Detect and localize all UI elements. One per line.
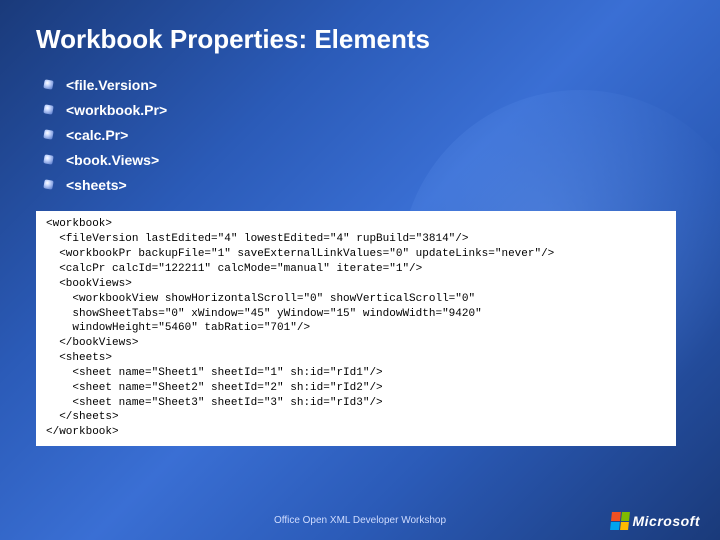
bullet-list: <file.Version> <workbook.Pr> <calc.Pr> <… [44, 73, 684, 197]
logo-text: Microsoft [633, 513, 701, 529]
slide-title: Workbook Properties: Elements [36, 24, 684, 55]
code-block: <workbook> <fileVersion lastEdited="4" l… [36, 211, 676, 446]
microsoft-logo: Microsoft [611, 512, 701, 530]
logo-flag-icon [610, 512, 630, 530]
list-item: <calc.Pr> [44, 123, 684, 148]
list-item: <workbook.Pr> [44, 98, 684, 123]
list-item: <file.Version> [44, 73, 684, 98]
list-item: <book.Views> [44, 148, 684, 173]
slide: Workbook Properties: Elements <file.Vers… [0, 0, 720, 540]
list-item: <sheets> [44, 173, 684, 198]
